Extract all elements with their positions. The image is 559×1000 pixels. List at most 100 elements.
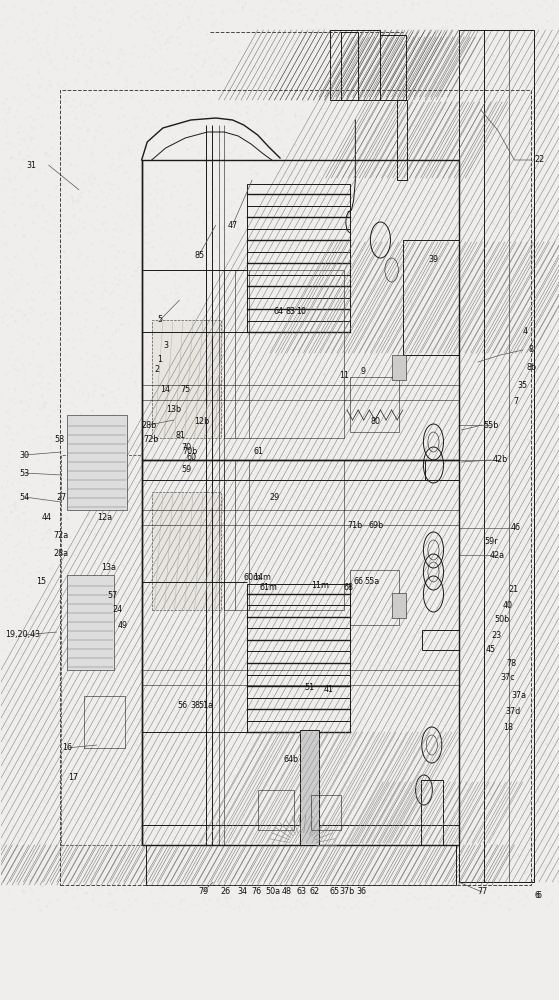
Point <box>287 764 296 780</box>
Point <box>110 770 119 786</box>
Point <box>547 383 556 399</box>
Point <box>468 791 477 807</box>
Point <box>158 191 167 207</box>
Point <box>444 97 453 113</box>
Point <box>77 836 86 852</box>
Point <box>504 181 513 197</box>
Point <box>477 49 486 65</box>
Point <box>374 221 383 237</box>
Point <box>392 161 401 177</box>
Point <box>130 267 139 283</box>
Point <box>312 777 321 793</box>
Point <box>424 85 433 101</box>
Point <box>159 589 168 605</box>
Point <box>231 528 240 544</box>
Point <box>419 50 428 66</box>
Text: 5: 5 <box>158 316 163 324</box>
Point <box>178 400 187 416</box>
Point <box>377 197 386 213</box>
Point <box>40 760 49 776</box>
Point <box>439 661 448 677</box>
Point <box>25 246 34 262</box>
Point <box>58 744 67 760</box>
Point <box>27 290 36 306</box>
Point <box>238 564 247 580</box>
Point <box>67 625 75 641</box>
Point <box>288 801 297 817</box>
Point <box>274 106 283 122</box>
Point <box>497 375 506 391</box>
Point <box>74 844 83 860</box>
Point <box>389 732 397 748</box>
Point <box>362 167 371 183</box>
Point <box>234 786 243 802</box>
Point <box>532 826 541 842</box>
Point <box>483 302 492 318</box>
Point <box>0 204 8 220</box>
Point <box>35 88 44 104</box>
Point <box>1 12 10 28</box>
Point <box>471 827 480 843</box>
Point <box>69 730 78 746</box>
Point <box>309 11 318 27</box>
Point <box>21 498 30 514</box>
Point <box>20 884 29 900</box>
Point <box>359 82 368 98</box>
Point <box>499 55 508 71</box>
Point <box>518 370 527 386</box>
Point <box>268 703 277 719</box>
Point <box>168 617 177 633</box>
Point <box>415 753 424 769</box>
Point <box>28 671 37 687</box>
Point <box>86 724 94 740</box>
Point <box>363 122 372 138</box>
Point <box>245 702 254 718</box>
Point <box>232 602 241 618</box>
Point <box>239 137 248 153</box>
Point <box>406 296 415 312</box>
Point <box>236 43 245 59</box>
Point <box>149 765 158 781</box>
Text: 14m: 14m <box>253 574 271 582</box>
Point <box>63 602 72 618</box>
Point <box>286 178 295 194</box>
Point <box>219 441 228 457</box>
Point <box>395 844 404 860</box>
Point <box>124 451 133 467</box>
Point <box>430 129 439 145</box>
Point <box>234 330 243 346</box>
Point <box>106 694 115 710</box>
Point <box>157 621 165 637</box>
Point <box>251 601 260 617</box>
Point <box>481 90 490 106</box>
Point <box>0 749 6 765</box>
Point <box>353 434 362 450</box>
Point <box>148 344 157 360</box>
Point <box>124 852 133 868</box>
Point <box>110 845 119 861</box>
Point <box>294 883 303 899</box>
Point <box>456 509 465 525</box>
Point <box>231 350 240 366</box>
Point <box>405 705 414 721</box>
Point <box>29 522 38 538</box>
Point <box>113 542 122 558</box>
Point <box>245 318 254 334</box>
Point <box>18 447 27 463</box>
Point <box>260 454 269 470</box>
Point <box>360 234 369 250</box>
Point <box>363 13 372 29</box>
Point <box>124 138 133 154</box>
Point <box>55 427 64 443</box>
Point <box>228 126 237 142</box>
Point <box>481 192 490 208</box>
Point <box>331 590 340 606</box>
Point <box>505 855 514 871</box>
Point <box>26 384 35 400</box>
Point <box>11 501 20 517</box>
Point <box>247 604 255 620</box>
Point <box>87 786 96 802</box>
Point <box>392 401 401 417</box>
Point <box>534 351 543 367</box>
Point <box>184 115 193 131</box>
